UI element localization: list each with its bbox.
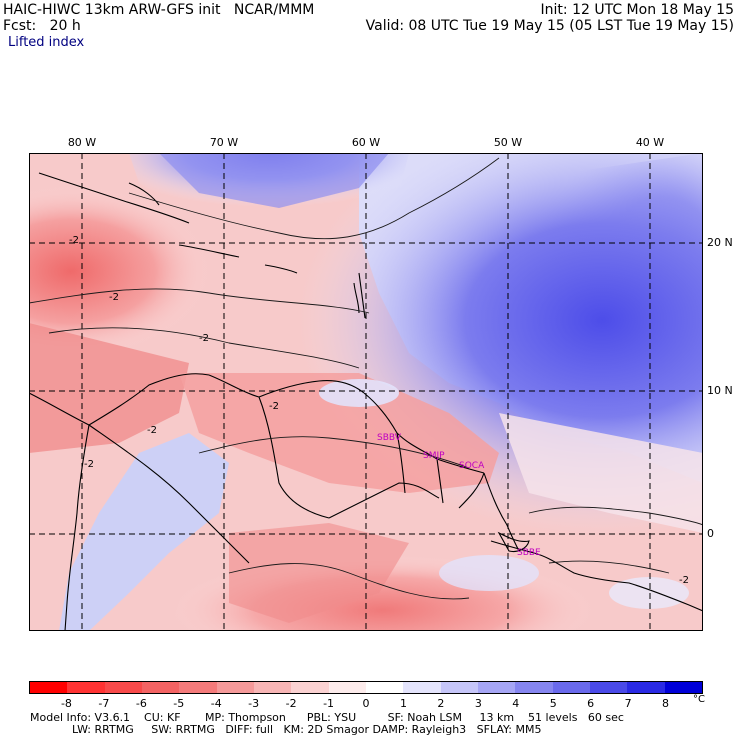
- colorbar-tick-label: -6: [135, 697, 147, 710]
- lon-label-80w: 80 W: [67, 136, 97, 149]
- colorbar-segment: [589, 682, 628, 693]
- colorbar-segment: [515, 682, 553, 693]
- colorbar-tick-label: 2: [437, 697, 445, 710]
- colorbar-tick-label: 4: [512, 697, 520, 710]
- lon-label-60w: 60 W: [351, 136, 381, 149]
- contour-label: -2: [269, 401, 279, 412]
- colorbar-tick-label: 0: [362, 697, 370, 710]
- contour-label: -2: [84, 459, 94, 470]
- colorbar-tick-label: 5: [549, 697, 557, 710]
- contour-label: -2: [69, 235, 79, 246]
- colorbar-segment: [179, 682, 217, 693]
- lat-label-0: 0: [707, 527, 714, 540]
- colorbar-tick-label: 1: [399, 697, 407, 710]
- model-info-line1: Model Info: V3.6.1 CU: KF MP: Thompson P…: [30, 711, 624, 724]
- colorbar-segment: [627, 682, 665, 693]
- lat-label-10n: 10 N: [707, 384, 733, 397]
- valid-time: Valid: 08 UTC Tue 19 May 15 (05 LST Tue …: [365, 18, 734, 34]
- unstable-region-venezuela: [179, 373, 499, 493]
- contour-label: -2: [199, 333, 209, 344]
- colorbar-tick-label: 7: [624, 697, 632, 710]
- contour-label: -2: [147, 425, 157, 436]
- lon-label-50w: 50 W: [493, 136, 523, 149]
- map-frame: [29, 153, 703, 631]
- unstable-region-caribbean: [29, 153, 379, 368]
- colorbar-segment: [253, 682, 292, 693]
- colorbar-unit: °C: [693, 694, 705, 705]
- station-label-soca: SOCA: [459, 461, 485, 471]
- colorbar-segment: [67, 682, 105, 693]
- colorbar-segment: [440, 682, 478, 693]
- contours: [29, 157, 703, 600]
- contour-label: -2: [679, 575, 689, 586]
- coastlines: [29, 172, 703, 631]
- run-title: HAIC-HIWC 13km ARW-GFS init NCAR/MMM: [3, 2, 315, 18]
- contour-label: -2: [109, 292, 119, 303]
- model-info-line2: LW: RRTMG SW: RRTMG DIFF: full KM: 2D Sm…: [30, 723, 542, 736]
- colorbar-tick-label: -3: [248, 697, 260, 710]
- graticule: [29, 153, 703, 631]
- field-name: Lifted index: [8, 35, 85, 50]
- colorbar-segment: [141, 682, 180, 693]
- colorbar-tick-label: -2: [285, 697, 297, 710]
- lon-label-40w: 40 W: [635, 136, 665, 149]
- station-label-smjp: SMJP: [423, 451, 445, 461]
- colorbar-tick-label: 8: [662, 697, 670, 710]
- colorbar-segment: [477, 682, 516, 693]
- colorbar-segment: [216, 682, 254, 693]
- colorbar-segment: [403, 682, 441, 693]
- init-time: Init: 12 UTC Mon 18 May 15: [540, 2, 734, 18]
- colorbar-tick-label: 6: [587, 697, 595, 710]
- colorbar-segment: [30, 682, 68, 693]
- station-label-sbbe: SBBE: [517, 548, 541, 558]
- colorbar-segment: [664, 682, 702, 693]
- colorbar: [29, 681, 703, 694]
- colorbar-tick-label: -7: [98, 697, 110, 710]
- colorbar-segment: [104, 682, 142, 693]
- colorbar-segment: [328, 682, 366, 693]
- station-label-sbbv: SBBV: [377, 433, 402, 443]
- lat-label-20n: 20 N: [707, 236, 733, 249]
- colorbar-tick-label: -1: [323, 697, 335, 710]
- colorbar-segment: [552, 682, 590, 693]
- forecast-hour: Fcst: 20 h: [3, 18, 81, 34]
- colorbar-segment: [291, 682, 329, 693]
- stable-tongue-andes: [59, 433, 229, 631]
- colorbar-tick-label: -5: [173, 697, 185, 710]
- colorbar-segment: [365, 682, 404, 693]
- lon-label-70w: 70 W: [209, 136, 239, 149]
- lifted-index-map: -2 -2 -2 -2 -2 -2 -2 SBBV SMJP SOCA SBBE: [29, 153, 703, 631]
- colorbar-tick-label: 3: [474, 697, 482, 710]
- colorbar-tick-label: -8: [60, 697, 72, 710]
- colorbar-tick-label: -4: [210, 697, 222, 710]
